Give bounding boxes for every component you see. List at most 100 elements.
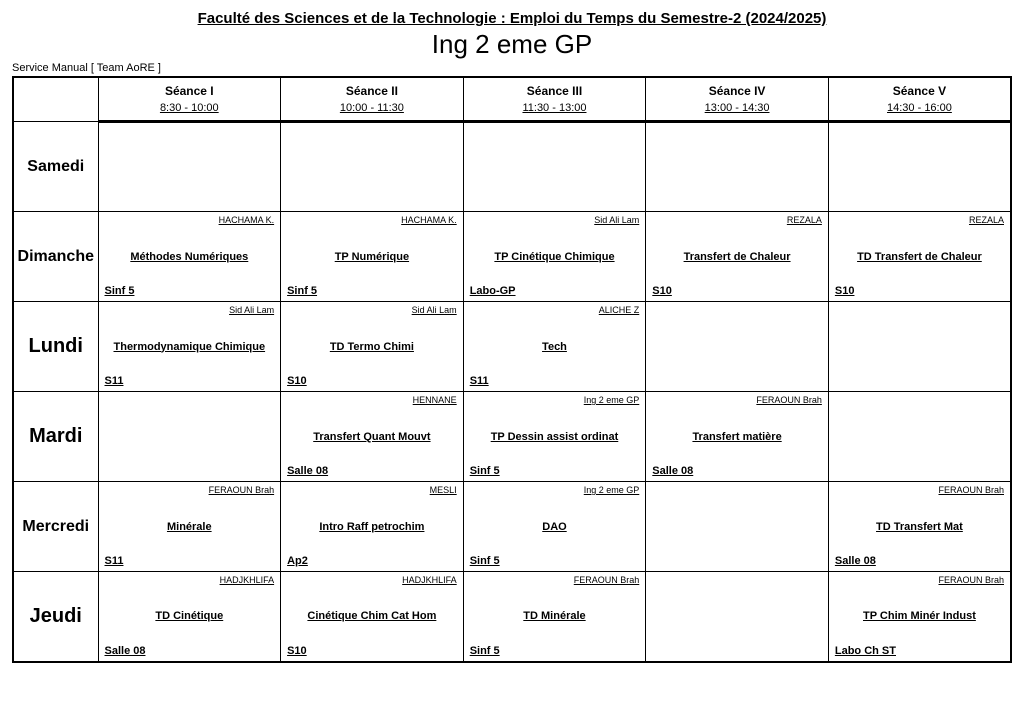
slot-cell: MESLI Intro Raff petrochim Ap2 (281, 482, 464, 572)
slot-room: S10 (652, 285, 672, 297)
slot-cell: HENNANE Transfert Quant Mouvt Salle 08 (281, 392, 464, 482)
day-row: MercrediFERAOUN BrahMinéraleS11MESLIIntr… (13, 482, 1011, 572)
slot-cell: REZALA Transfert de Chaleur S10 (646, 212, 829, 302)
slot-course: Transfert matière (646, 431, 828, 443)
slot-room: Sinf 5 (470, 555, 500, 567)
slot-instructor: FERAOUN Brah (209, 485, 275, 495)
session-label: Séance IV (646, 77, 829, 100)
session-time: 13:00 - 14:30 (646, 100, 829, 122)
timetable-body: SamediDimanche HACHAMA K. Méthodes Numériq… (13, 122, 1011, 662)
slot-course: TP Numérique (281, 251, 463, 263)
slot-course: Intro Raff petrochim (281, 521, 463, 533)
slot-instructor: HADJKHLIFA (402, 575, 457, 585)
slot-cell: Sid Ali Lam Thermodynamique Chimique S11 (98, 302, 281, 392)
slot-cell: Ing 2 eme GP TP Dessin assist ordinat Sinf… (463, 392, 646, 482)
slot-instructor: HENNANE (413, 395, 457, 405)
slot-course: TD Minérale (464, 610, 646, 622)
session-label: Séance III (463, 77, 646, 100)
slot-instructor: HADJKHLIFA (220, 575, 275, 585)
day-label: Dimanche (13, 212, 98, 302)
slot-cell: Ing 2 eme GPDAOSinf 5 (463, 482, 646, 572)
slot-instructor: FERAOUN Brah (938, 575, 1004, 585)
slot-room: S10 (287, 645, 307, 657)
slot-course: TD Cinétique (99, 610, 281, 622)
slot-instructor: HACHAMA K. (401, 215, 457, 225)
slot-cell: HACHAMA K. TP Numérique Sinf 5 (281, 212, 464, 302)
slot-instructor: Sid Ali Lam (229, 305, 274, 315)
slot-cell (646, 482, 829, 572)
session-time: 14:30 - 16:00 (828, 100, 1011, 122)
slot-cell: Sid Ali Lam TD Termo Chimi S10 (281, 302, 464, 392)
session-label: Séance II (281, 77, 464, 100)
slot-cell (281, 122, 464, 212)
day-label: Mardi (13, 392, 98, 482)
slot-cell: FERAOUN BrahTP Chim Minér IndustLabo Ch … (828, 572, 1011, 662)
slot-course: TD Termo Chimi (281, 341, 463, 353)
day-row: Mardi HENNANE Transfert Quant Mouvt Salle 0… (13, 392, 1011, 482)
slot-cell: HADJKHLIFA Cinétique Chim Cat Hom S10 (281, 572, 464, 662)
slot-cell: HACHAMA K. Méthodes Numériques Sinf 5 (98, 212, 281, 302)
day-row: Samedi (13, 122, 1011, 212)
session-time: 8:30 - 10:00 (98, 100, 281, 122)
slot-instructor: ALICHE Z (599, 305, 640, 315)
slot-cell (646, 302, 829, 392)
slot-course: TP Dessin assist ordinat (464, 431, 646, 443)
slot-course: TP Cinétique Chimique (464, 251, 646, 263)
slot-cell: FERAOUN BrahTD Transfert MatSalle 08 (828, 482, 1011, 572)
day-row: Lundi Sid Ali Lam Thermodynamique Chimique… (13, 302, 1011, 392)
slot-room: Sinf 5 (470, 465, 500, 477)
session-time: 11:30 - 13:00 (463, 100, 646, 122)
slot-room: Salle 08 (652, 465, 693, 477)
slot-course: Transfert de Chaleur (646, 251, 828, 263)
slot-room: Sinf 5 (105, 285, 135, 297)
slot-room: Sinf 5 (287, 285, 317, 297)
slot-instructor: HACHAMA K. (219, 215, 275, 225)
slot-room: S11 (105, 555, 124, 567)
slot-course: Cinétique Chim Cat Hom (281, 610, 463, 622)
slot-course: Thermodynamique Chimique (99, 341, 281, 353)
slot-room: Labo-GP (470, 285, 516, 297)
slot-cell (98, 392, 281, 482)
slot-instructor: FERAOUN Brah (938, 485, 1004, 495)
slot-instructor: FERAOUN Brah (574, 575, 640, 585)
slot-cell: FERAOUN Brah TD Minérale Sinf 5 (463, 572, 646, 662)
slot-instructor: Ing 2 eme GP (584, 395, 640, 405)
slot-cell: FERAOUN Brah Minérale S11 (98, 482, 281, 572)
day-label: Jeudi (13, 572, 98, 662)
day-label: Lundi (13, 302, 98, 392)
slot-cell (828, 392, 1011, 482)
slot-room: S11 (470, 375, 489, 387)
slot-instructor: MESLI (430, 485, 457, 495)
session-label: Séance I (98, 77, 281, 100)
slot-room: Labo Ch ST (835, 645, 896, 657)
corner-cell (13, 77, 98, 122)
slot-course: TD Transfert de Chaleur (829, 251, 1010, 263)
slot-cell (646, 122, 829, 212)
day-row: Dimanche HACHAMA K. Méthodes Numériques Sin… (13, 212, 1011, 302)
slot-room: S10 (287, 375, 307, 387)
slot-room: Ap2 (287, 555, 308, 567)
faculty-title: Faculté des Sciences et de la Technologi… (12, 10, 1012, 27)
slot-instructor: Sid Ali Lam (594, 215, 639, 225)
group-title: Ing 2 eme GP (12, 29, 1012, 60)
slot-course: DAO (464, 521, 646, 533)
slot-course: Méthodes Numériques (99, 251, 281, 263)
slot-instructor: REZALA (969, 215, 1004, 225)
slot-room: Salle 08 (835, 555, 876, 567)
slot-room: Salle 08 (287, 465, 328, 477)
slot-room: S11 (105, 375, 124, 387)
slot-course: Tech (464, 341, 646, 353)
slot-cell (463, 122, 646, 212)
slot-cell (828, 302, 1011, 392)
slot-cell (98, 122, 281, 212)
service-line: Service Manual [ Team AoRE ] (12, 62, 1012, 74)
slot-room: Sinf 5 (470, 645, 500, 657)
slot-cell (646, 572, 829, 662)
timetable-head: Séance ISéance IISéance IIISéance IVSéan… (13, 77, 1011, 122)
slot-instructor: Sid Ali Lam (412, 305, 457, 315)
day-label: Samedi (13, 122, 98, 212)
slot-room: Salle 08 (105, 645, 146, 657)
slot-course: Minérale (99, 521, 281, 533)
slot-course: Transfert Quant Mouvt (281, 431, 463, 443)
slot-instructor: REZALA (787, 215, 822, 225)
